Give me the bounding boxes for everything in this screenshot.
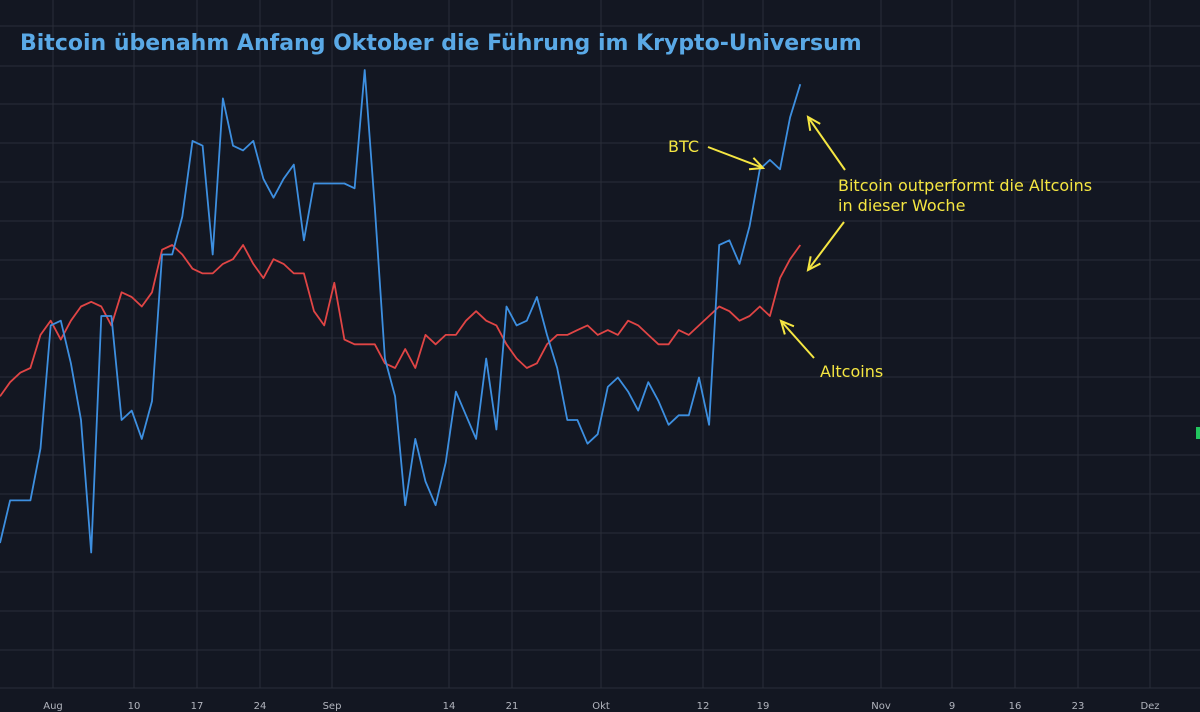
series-line-altcoins [0,244,802,397]
chart-grid [0,0,1200,689]
chart-title: Bitcoin übenahm Anfang Oktober die Führu… [20,31,862,56]
x-tick-label: 24 [254,701,267,712]
x-tick-label: Nov [871,701,891,712]
series-layer [0,69,802,554]
btc-arrow [707,146,766,171]
outperform-arrow-down [806,221,845,272]
x-tick-label: Sep [323,701,342,712]
x-tick-label: Dez [1140,701,1159,712]
x-tick-label: 23 [1072,701,1085,712]
x-tick-label: 21 [506,701,519,712]
outperform-arrow-up [806,115,846,171]
x-tick-label: 10 [128,701,141,712]
x-tick-label: 16 [1009,701,1022,712]
price-marker [1196,427,1200,439]
x-axis: Aug 10 17 24 Sep 14 21 Okt 12 19 Nov 9 16 23 Dez [43,701,1159,712]
x-tick-label: 12 [697,701,710,712]
series-line-btc [0,69,802,554]
altcoins-annotation: Altcoins [820,362,883,381]
outperform-annotation-line: in dieser Woche [838,196,965,215]
x-tick-label: 17 [191,701,204,712]
x-tick-label: Okt [592,701,610,712]
x-tick-label: Aug [43,701,63,712]
x-tick-label: 14 [443,701,456,712]
x-tick-label: 19 [757,701,770,712]
outperform-annotation-line: Bitcoin outperformt die Altcoins [838,176,1092,195]
altcoins-arrow [779,319,815,359]
x-tick-label: 9 [949,701,955,712]
btc-annotation: BTC [668,137,699,156]
